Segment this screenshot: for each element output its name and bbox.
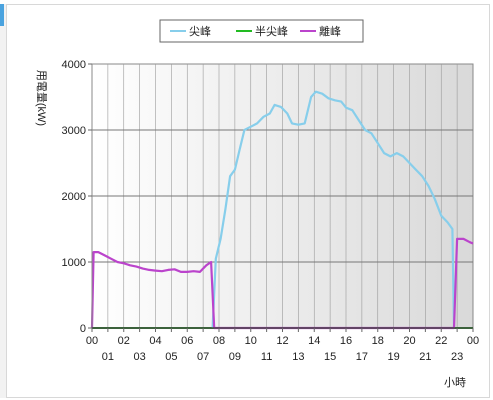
x-tick-label: 17 — [356, 351, 368, 363]
y-tick-label: 4000 — [62, 59, 86, 71]
x-tick-label: 05 — [165, 351, 177, 363]
x-tick-label: 11 — [261, 351, 272, 363]
x-tick-label: 14 — [308, 335, 320, 347]
legend: 尖峰 半尖峰 離峰 — [159, 19, 364, 43]
x-tick-label: 16 — [340, 335, 352, 347]
y-tick-labels: 0 1000 2000 3000 4000 — [62, 59, 92, 335]
y-tick-label: 3000 — [62, 125, 86, 137]
legend-label: 離峰 — [319, 24, 341, 38]
horizontal-gridlines — [92, 129, 473, 263]
x-tick-label: 19 — [388, 351, 400, 363]
x-tick-label: 22 — [435, 335, 447, 347]
x-tick-label: 00 — [86, 335, 98, 347]
x-tick-label: 21 — [419, 351, 431, 363]
legend-label: 半尖峰 — [255, 24, 288, 38]
x-tick-label: 02 — [118, 335, 130, 347]
x-tick-label: 07 — [197, 351, 209, 363]
x-tick-label: 03 — [134, 351, 146, 363]
y-tick-label: 0 — [80, 323, 86, 335]
series-line-0 — [211, 90, 456, 329]
x-tick-label: 08 — [213, 335, 225, 347]
x-axis-label: 小時 — [444, 376, 466, 389]
x-tick-label: 06 — [181, 335, 193, 347]
x-tick-label: 23 — [451, 351, 463, 363]
x-tick-label: 00 — [467, 335, 479, 347]
x-tick-label: 12 — [276, 335, 288, 347]
y-tick-label: 1000 — [62, 257, 86, 269]
x-tick-label: 04 — [149, 335, 161, 347]
x-tick-label: 13 — [292, 351, 304, 363]
x-tick-label: 15 — [324, 351, 336, 363]
x-tick-label: 01 — [102, 351, 114, 363]
x-tick-label: 10 — [245, 335, 257, 347]
y-tick-label: 2000 — [62, 191, 86, 203]
left-edge-bar — [0, 4, 6, 398]
legend-box — [159, 19, 364, 43]
x-tick-label: 18 — [372, 335, 384, 347]
legend-label: 尖峰 — [189, 25, 211, 38]
left-edge-accent — [0, 4, 4, 26]
x-tick-label: 20 — [403, 335, 415, 347]
x-tick-label: 09 — [229, 351, 241, 363]
x-tick-labels: 00 02 04 06 08 10 12 14 16 18 20 22 00 01 03 05 07 09 11 13… — [86, 328, 479, 363]
legend-items: 尖峰 半尖峰 離峰 — [170, 24, 341, 38]
y-axis-label: 用電量(kW) — [35, 70, 48, 126]
